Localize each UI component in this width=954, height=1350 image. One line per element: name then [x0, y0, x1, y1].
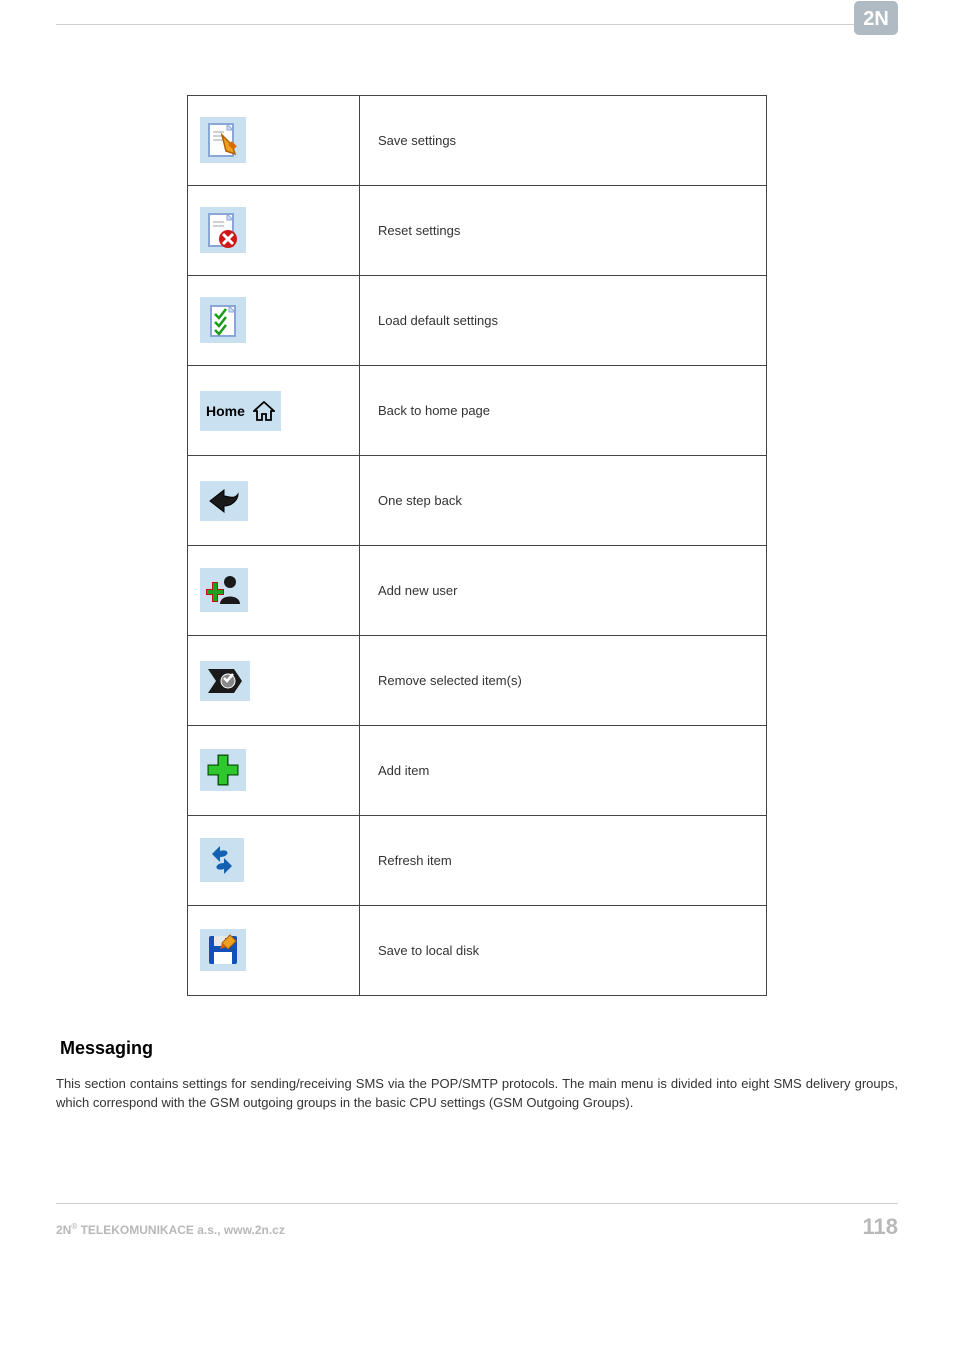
reset-settings-icon	[200, 207, 246, 253]
add-user-icon	[200, 568, 248, 612]
brand-logo-2n: 2N	[854, 1, 898, 35]
page-number: 118	[863, 1214, 899, 1240]
table-row: Save settings	[188, 96, 767, 186]
icon-description: One step back	[360, 456, 767, 546]
save-disk-icon	[200, 929, 246, 971]
load-default-icon	[200, 297, 246, 343]
save-settings-icon	[200, 117, 246, 163]
icon-reference-table: Save settings Reset settings	[187, 95, 767, 996]
icon-description: Add new user	[360, 546, 767, 636]
table-row: Home Back to home page	[188, 366, 767, 456]
section-heading: Messaging	[60, 1038, 898, 1059]
icon-description: Save settings	[360, 96, 767, 186]
table-row: One step back	[188, 456, 767, 546]
section-body: This section contains settings for sendi…	[56, 1075, 898, 1113]
footer-company-text: TELEKOMUNIKACE a.s., www.2n.cz	[77, 1223, 285, 1237]
table-row: Refresh item	[188, 816, 767, 906]
icon-description: Reset settings	[360, 186, 767, 276]
icon-description: Refresh item	[360, 816, 767, 906]
page-footer: 2N® TELEKOMUNIKACE a.s., www.2n.cz 118	[56, 1203, 898, 1240]
icon-description: Save to local disk	[360, 906, 767, 996]
table-row: Add new user	[188, 546, 767, 636]
home-button: Home	[200, 391, 281, 431]
icon-description: Load default settings	[360, 276, 767, 366]
footer-brand: 2N	[56, 1223, 71, 1237]
remove-item-icon	[200, 661, 250, 701]
add-item-icon	[200, 749, 246, 791]
back-arrow-icon	[200, 481, 248, 521]
home-icon	[253, 401, 275, 421]
table-row: Load default settings	[188, 276, 767, 366]
table-row: Remove selected item(s)	[188, 636, 767, 726]
icon-description: Add item	[360, 726, 767, 816]
refresh-icon	[200, 838, 244, 882]
table-row: Add item	[188, 726, 767, 816]
table-row: Save to local disk	[188, 906, 767, 996]
icon-description: Back to home page	[360, 366, 767, 456]
home-label: Home	[206, 403, 245, 419]
icon-description: Remove selected item(s)	[360, 636, 767, 726]
table-row: Reset settings	[188, 186, 767, 276]
svg-text:2N: 2N	[863, 8, 889, 30]
footer-company: 2N® TELEKOMUNIKACE a.s., www.2n.cz	[56, 1222, 285, 1237]
